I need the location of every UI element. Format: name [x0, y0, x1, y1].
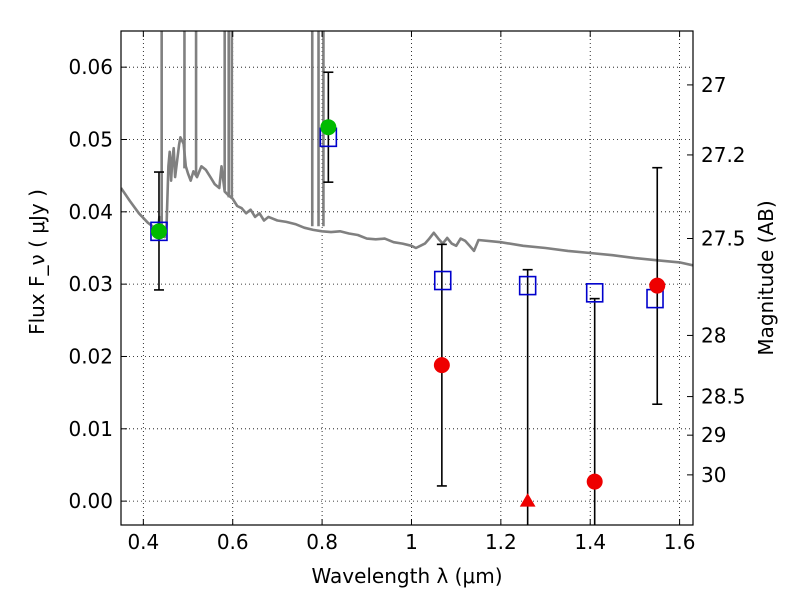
y-tick-label: 0.03 — [68, 272, 113, 296]
x-tick-label: 0.4 — [127, 530, 159, 554]
mag-tick-label: 27 — [701, 73, 726, 97]
x-tick-label: 1.2 — [485, 530, 517, 554]
plot-background — [121, 31, 693, 525]
red-detection-point — [649, 277, 666, 294]
mag-tick-label: 28.5 — [701, 385, 746, 409]
mag-tick-label: 29 — [701, 423, 726, 447]
y-tick-label: 0.05 — [68, 127, 113, 151]
mag-tick-label: 28 — [701, 323, 726, 347]
x-tick-label: 1.6 — [664, 530, 696, 554]
green-detection-point — [320, 119, 337, 136]
red-detection-point — [433, 357, 450, 374]
mag-tick-label: 27.2 — [701, 143, 746, 167]
green-detection-point — [150, 223, 167, 240]
red-detection-point — [586, 473, 603, 490]
x-tick-label: 1 — [405, 530, 418, 554]
y-axis-title: Flux F_ν ( μJy ) — [25, 189, 49, 335]
y-tick-label: 0.01 — [68, 417, 113, 441]
y-tick-label: 0.04 — [68, 200, 113, 224]
y-tick-label: 0.06 — [68, 55, 113, 79]
y-tick-label: 0.00 — [68, 489, 113, 513]
ticks: 0.4 0.6 0.8 1 1.2 1.4 1.6 0.00 0.01 0.02 0.03 0.04 0… — [68, 31, 746, 554]
data-layer — [121, 31, 693, 525]
mag-tick-label: 30 — [701, 463, 726, 487]
x-tick-label: 0.6 — [217, 530, 249, 554]
model-sed-line — [121, 136, 693, 267]
plot-frame — [120, 30, 694, 526]
x-tick-label: 1.4 — [574, 530, 606, 554]
y2-axis-title: Magnitude (AB) — [754, 200, 778, 355]
model-band-square — [433, 270, 452, 291]
x-axis-title: Wavelength λ (μm) — [311, 564, 502, 588]
upper-limit-triangle — [519, 493, 536, 507]
mag-tick-label: 27.5 — [701, 227, 746, 251]
x-tick-label: 0.8 — [306, 530, 338, 554]
model-band-square — [518, 275, 537, 296]
y-tick-label: 0.02 — [68, 344, 113, 368]
model-band-square — [585, 283, 604, 303]
